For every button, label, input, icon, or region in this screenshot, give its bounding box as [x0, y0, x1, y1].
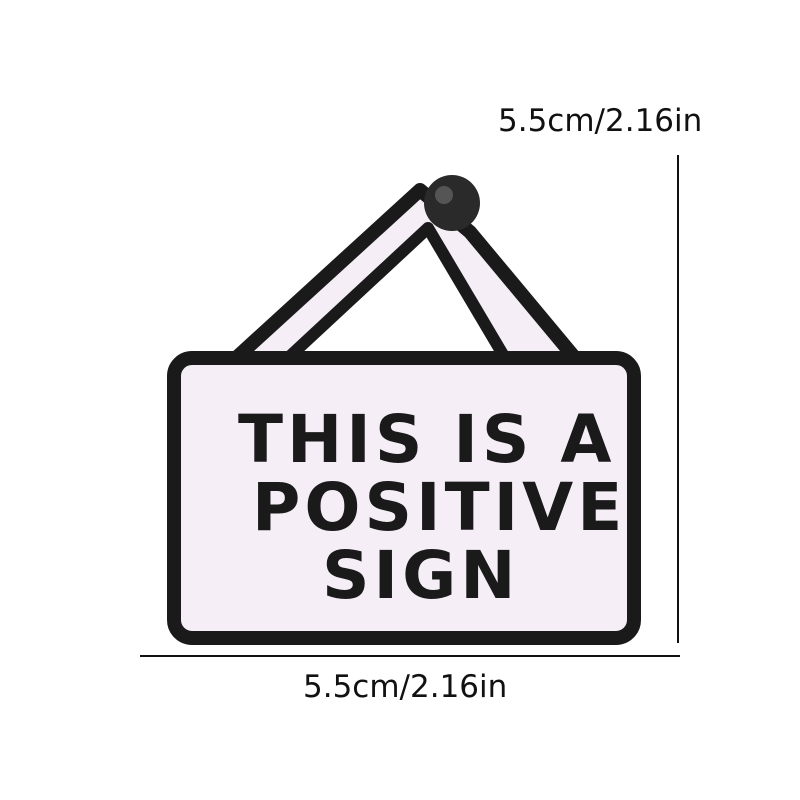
sign-board	[167, 351, 641, 645]
height-dimension-line	[677, 155, 679, 643]
sign-text-line-1: THIS IS A	[238, 401, 615, 478]
width-dimension-label: 5.5cm/2.16in	[303, 669, 508, 705]
sign-text-line-3: SIGN	[322, 537, 520, 614]
sign-hanger	[229, 175, 582, 365]
sign-text-line-2: POSITIVE	[252, 469, 626, 546]
nail-icon	[424, 175, 480, 231]
height-dimension-label: 5.5cm/2.16in	[498, 103, 703, 139]
width-dimension-line	[140, 655, 680, 657]
